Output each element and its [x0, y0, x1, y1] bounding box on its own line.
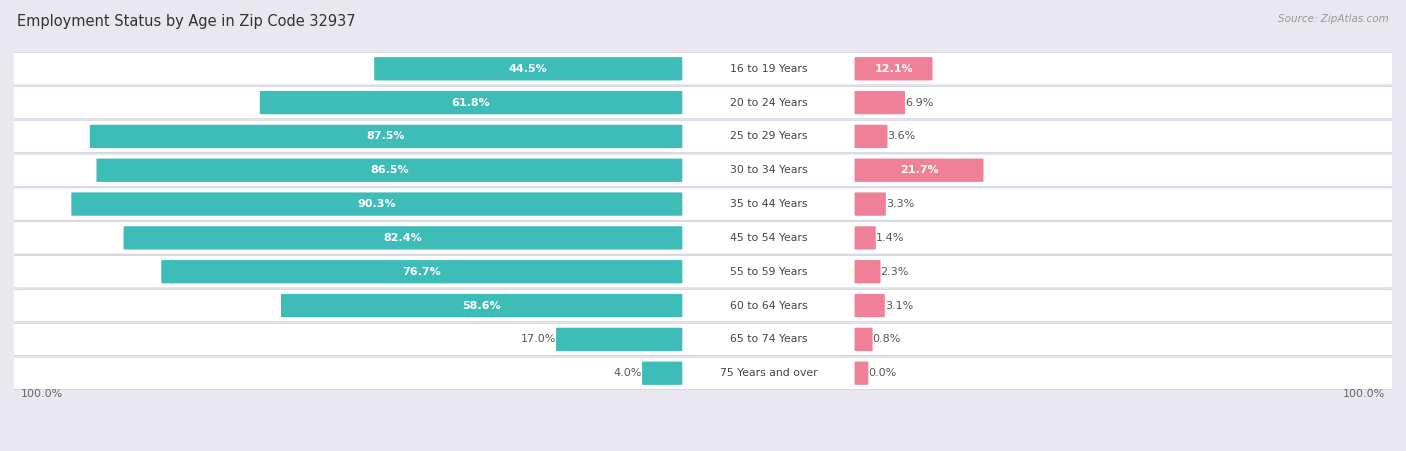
- FancyBboxPatch shape: [124, 226, 682, 249]
- Text: 1.4%: 1.4%: [876, 233, 904, 243]
- Text: 4.0%: 4.0%: [614, 368, 643, 378]
- Text: 0.0%: 0.0%: [869, 368, 897, 378]
- FancyBboxPatch shape: [90, 125, 682, 148]
- FancyBboxPatch shape: [10, 120, 1396, 152]
- Text: 30 to 34 Years: 30 to 34 Years: [730, 165, 807, 175]
- Text: 90.3%: 90.3%: [357, 199, 396, 209]
- FancyBboxPatch shape: [855, 362, 869, 385]
- FancyBboxPatch shape: [855, 125, 887, 148]
- Text: 60 to 64 Years: 60 to 64 Years: [730, 300, 807, 311]
- FancyBboxPatch shape: [10, 323, 1396, 355]
- Text: 100.0%: 100.0%: [21, 389, 63, 399]
- FancyBboxPatch shape: [557, 328, 682, 351]
- FancyBboxPatch shape: [374, 57, 682, 80]
- FancyBboxPatch shape: [855, 159, 983, 182]
- FancyBboxPatch shape: [10, 256, 1396, 288]
- Text: 65 to 74 Years: 65 to 74 Years: [730, 334, 807, 345]
- Text: 35 to 44 Years: 35 to 44 Years: [730, 199, 807, 209]
- FancyBboxPatch shape: [10, 53, 1396, 85]
- Text: 6.9%: 6.9%: [905, 97, 934, 108]
- FancyBboxPatch shape: [10, 290, 1396, 322]
- Text: 17.0%: 17.0%: [520, 334, 557, 345]
- FancyBboxPatch shape: [281, 294, 682, 317]
- FancyBboxPatch shape: [855, 260, 880, 283]
- Text: 45 to 54 Years: 45 to 54 Years: [730, 233, 807, 243]
- FancyBboxPatch shape: [10, 154, 1396, 186]
- Text: 58.6%: 58.6%: [463, 300, 501, 311]
- FancyBboxPatch shape: [855, 91, 905, 114]
- FancyBboxPatch shape: [855, 294, 884, 317]
- FancyBboxPatch shape: [97, 159, 682, 182]
- FancyBboxPatch shape: [855, 57, 932, 80]
- Text: 3.6%: 3.6%: [887, 131, 915, 142]
- Legend: In Labor Force, Unemployed: In Labor Force, Unemployed: [596, 446, 810, 451]
- FancyBboxPatch shape: [10, 222, 1396, 254]
- FancyBboxPatch shape: [162, 260, 682, 283]
- Text: 61.8%: 61.8%: [451, 97, 491, 108]
- FancyBboxPatch shape: [72, 193, 682, 216]
- Text: 86.5%: 86.5%: [370, 165, 409, 175]
- FancyBboxPatch shape: [855, 193, 886, 216]
- FancyBboxPatch shape: [855, 226, 876, 249]
- FancyBboxPatch shape: [10, 87, 1396, 119]
- FancyBboxPatch shape: [10, 357, 1396, 389]
- Text: 12.1%: 12.1%: [875, 64, 912, 74]
- Text: Source: ZipAtlas.com: Source: ZipAtlas.com: [1278, 14, 1389, 23]
- FancyBboxPatch shape: [260, 91, 682, 114]
- Text: 87.5%: 87.5%: [367, 131, 405, 142]
- Text: 75 Years and over: 75 Years and over: [720, 368, 817, 378]
- Text: 55 to 59 Years: 55 to 59 Years: [730, 267, 807, 277]
- Text: 82.4%: 82.4%: [384, 233, 422, 243]
- Text: 100.0%: 100.0%: [1343, 389, 1385, 399]
- Text: 20 to 24 Years: 20 to 24 Years: [730, 97, 807, 108]
- Text: 0.8%: 0.8%: [873, 334, 901, 345]
- Text: 16 to 19 Years: 16 to 19 Years: [730, 64, 807, 74]
- Text: 44.5%: 44.5%: [509, 64, 548, 74]
- Text: 21.7%: 21.7%: [900, 165, 938, 175]
- FancyBboxPatch shape: [855, 328, 873, 351]
- Text: Employment Status by Age in Zip Code 32937: Employment Status by Age in Zip Code 329…: [17, 14, 356, 28]
- FancyBboxPatch shape: [643, 362, 682, 385]
- Text: 76.7%: 76.7%: [402, 267, 441, 277]
- Text: 3.3%: 3.3%: [886, 199, 914, 209]
- Text: 3.1%: 3.1%: [884, 300, 912, 311]
- Text: 25 to 29 Years: 25 to 29 Years: [730, 131, 807, 142]
- FancyBboxPatch shape: [10, 188, 1396, 220]
- Text: 2.3%: 2.3%: [880, 267, 908, 277]
